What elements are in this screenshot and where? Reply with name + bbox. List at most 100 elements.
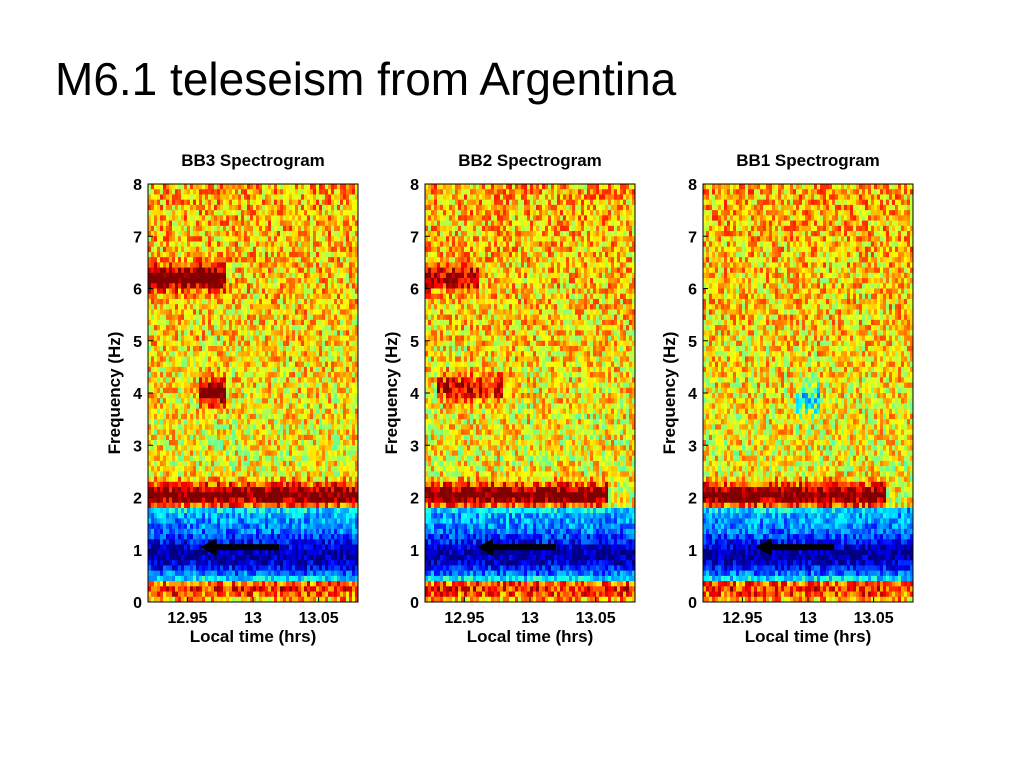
heatmap-cell: [253, 429, 257, 436]
heatmap-cell: [220, 586, 224, 592]
heatmap-cell: [211, 189, 215, 195]
heatmap-cell: [265, 575, 269, 582]
heatmap-cell: [292, 293, 296, 300]
heatmap-cell: [208, 220, 212, 227]
heatmap-cell: [235, 445, 239, 451]
heatmap-cell: [325, 471, 329, 478]
heatmap-cell: [304, 424, 308, 430]
heatmap-cell: [208, 298, 212, 305]
heatmap-cell: [241, 335, 245, 342]
heatmap-cell: [166, 528, 170, 535]
heatmap-cell: [304, 225, 308, 232]
heatmap-cell: [301, 199, 305, 206]
heatmap-cell: [175, 356, 179, 363]
heatmap-cell: [304, 565, 308, 572]
heatmap-cell: [322, 554, 326, 561]
heatmap-cell: [331, 220, 335, 227]
heatmap-cell: [292, 330, 296, 336]
heatmap-cell: [214, 460, 218, 467]
heatmap-cell: [268, 184, 272, 190]
heatmap-cell: [244, 241, 248, 248]
heatmap-cell: [154, 215, 158, 221]
heatmap-cell: [256, 539, 260, 545]
heatmap-cell: [151, 523, 155, 530]
heatmap-cell: [220, 487, 224, 493]
heatmap-cell: [325, 560, 329, 566]
heatmap-cell: [226, 351, 230, 357]
heatmap-cell: [286, 429, 290, 436]
heatmap-cell: [259, 513, 263, 519]
heatmap-cell: [175, 283, 179, 289]
heatmap-cell: [247, 283, 251, 289]
heatmap-cell: [319, 184, 323, 190]
heatmap-cell: [166, 460, 170, 467]
heatmap-cell: [223, 241, 227, 248]
heatmap-cell: [226, 267, 230, 274]
heatmap-cell: [319, 534, 323, 540]
heatmap-cell: [280, 184, 284, 190]
heatmap-cell: [229, 413, 233, 420]
heatmap-cell: [253, 502, 257, 509]
heatmap-cell: [259, 534, 263, 540]
heatmap-cell: [163, 189, 167, 195]
heatmap-cell: [175, 225, 179, 232]
heatmap-cell: [277, 335, 281, 342]
heatmap-cell: [223, 528, 227, 535]
heatmap-cell: [202, 304, 206, 310]
heatmap-cell: [169, 434, 173, 441]
heatmap-cell: [154, 581, 158, 587]
heatmap-cell: [259, 241, 263, 248]
heatmap-cell: [322, 492, 326, 498]
heatmap-cell: [295, 267, 299, 274]
heatmap-cell: [151, 298, 155, 305]
heatmap-cell: [250, 450, 254, 457]
heatmap-cell: [283, 492, 287, 498]
heatmap-cell: [169, 298, 173, 305]
heatmap-cell: [190, 450, 194, 457]
heatmap-cell: [205, 314, 209, 321]
heatmap-cell: [301, 251, 305, 258]
heatmap-cell: [304, 298, 308, 305]
heatmap-cell: [229, 184, 233, 190]
heatmap-cell: [271, 298, 275, 305]
heatmap-cell: [154, 220, 158, 227]
heatmap-cell: [187, 596, 191, 603]
heatmap-cell: [313, 215, 317, 221]
heatmap-cell: [154, 554, 158, 561]
heatmap-cell: [262, 476, 266, 483]
heatmap-cell: [184, 403, 188, 410]
heatmap-cell: [148, 231, 152, 237]
heatmap-cell: [229, 393, 233, 399]
heatmap-cell: [166, 518, 170, 525]
heatmap-cell: [289, 440, 293, 446]
heatmap-cell: [277, 554, 281, 561]
heatmap-cell: [286, 288, 290, 295]
heatmap-cell: [202, 408, 206, 415]
heatmap-cell: [166, 288, 170, 295]
heatmap-cell: [238, 382, 242, 389]
heatmap-cell: [208, 262, 212, 269]
heatmap-cell: [292, 262, 296, 269]
heatmap-cell: [304, 283, 308, 289]
heatmap-cell: [328, 440, 332, 446]
heatmap-cell: [208, 330, 212, 336]
heatmap-cell: [244, 429, 248, 436]
heatmap-cell: [157, 487, 161, 493]
heatmap-cell: [160, 215, 164, 221]
heatmap-cell: [160, 298, 164, 305]
heatmap-cell: [283, 471, 287, 478]
heatmap-cell: [253, 304, 257, 310]
heatmap-cell: [178, 351, 182, 357]
heatmap-cell: [325, 283, 329, 289]
heatmap-cell: [169, 466, 173, 472]
heatmap-cell: [154, 184, 158, 190]
heatmap-cell: [322, 487, 326, 493]
heatmap-cell: [319, 539, 323, 545]
heatmap-cell: [262, 382, 266, 389]
heatmap-cell: [235, 497, 239, 504]
heatmap-cell: [193, 523, 197, 530]
heatmap-cell: [331, 445, 335, 451]
heatmap-cell: [217, 184, 221, 190]
heatmap-cell: [217, 586, 221, 592]
heatmap-cell: [325, 267, 329, 274]
